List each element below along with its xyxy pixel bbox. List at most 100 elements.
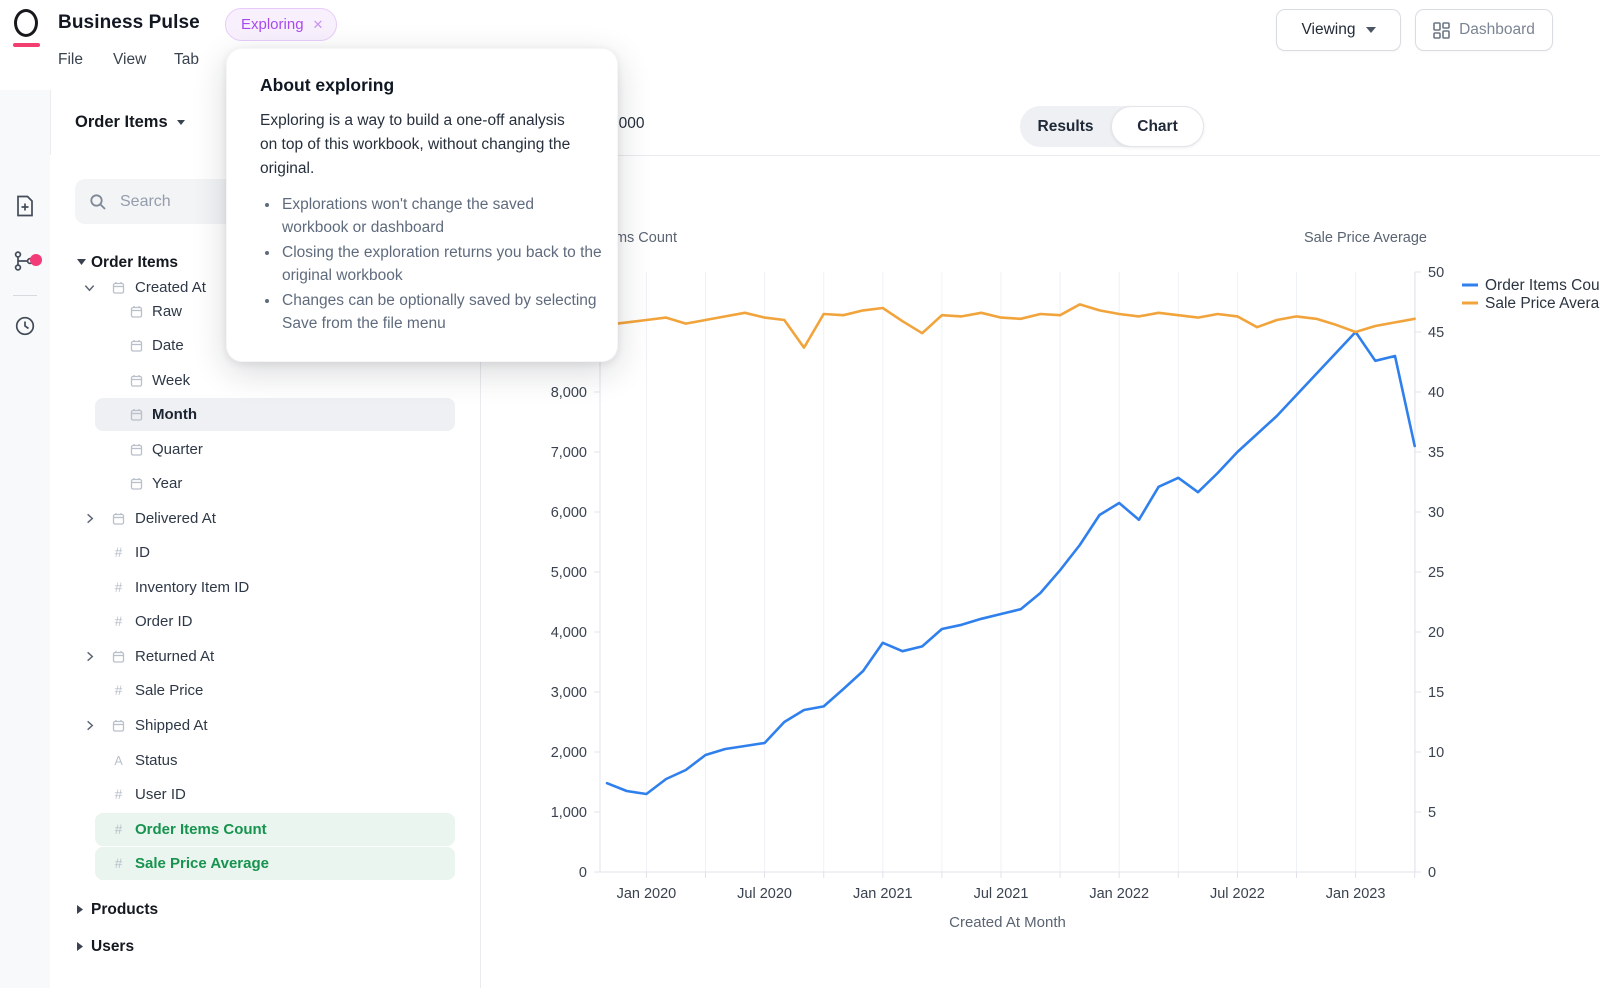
- tree-item-label: Date: [152, 337, 184, 354]
- tree-item-status[interactable]: A Status: [50, 744, 480, 777]
- calendar-icon: [129, 407, 144, 422]
- dashboard-button[interactable]: Dashboard: [1415, 9, 1553, 51]
- x-axis-title: Created At Month: [949, 914, 1066, 931]
- x-axis-tick-label: Jan 2021: [853, 886, 913, 902]
- source-selector[interactable]: Order Items: [75, 113, 185, 132]
- y-axis-left-tick-label: 4,000: [551, 625, 587, 641]
- chevron-down-icon[interactable]: [77, 259, 86, 266]
- sale-price-average-line: [605, 303, 1417, 349]
- tree-item-label: Shipped At: [135, 717, 208, 734]
- x-axis-tick-label: Jul 2021: [974, 886, 1029, 902]
- y-axis-right-tick-label: 40: [1428, 385, 1444, 401]
- menu-view[interactable]: View: [113, 51, 147, 68]
- tree-item-user-id[interactable]: # User ID: [50, 778, 480, 811]
- chevron-down-icon: [176, 120, 185, 125]
- y-axis-left-tick-label: 5,000: [551, 565, 587, 581]
- tree-item-label: Sale Price: [135, 682, 204, 699]
- tree-item-delivered-at[interactable]: Delivered At: [50, 502, 480, 535]
- popover-bullet-list: Explorations won't change the saved work…: [260, 193, 602, 335]
- chevron-right-icon[interactable]: [77, 905, 84, 914]
- tree-item-inventory-item-id[interactable]: # Inventory Item ID: [50, 571, 480, 604]
- y-axis-right-tick-label: 25: [1428, 565, 1444, 581]
- y-axis-left-tick-label: 3,000: [551, 685, 587, 701]
- tree-item-order-items[interactable]: Order Items: [50, 246, 480, 279]
- tree-item-label: Year: [152, 475, 183, 492]
- legend-label[interactable]: Order Items Count: [1485, 277, 1600, 294]
- tree-item-label: Month: [152, 406, 197, 423]
- tree-item-label: Products: [91, 900, 159, 918]
- calendar-icon: [111, 511, 126, 526]
- hash-icon: #: [114, 787, 123, 802]
- chevron-right-icon[interactable]: [77, 942, 84, 951]
- viewing-mode-label: Viewing: [1301, 21, 1356, 38]
- history-clock-icon[interactable]: [12, 313, 38, 339]
- exploring-badge-label: Exploring: [241, 16, 304, 33]
- row-highlight: [95, 847, 455, 880]
- hash-icon: #: [114, 614, 123, 629]
- tree-item-users[interactable]: Users: [50, 930, 480, 963]
- add-page-icon[interactable]: [12, 193, 38, 219]
- tree-item-quarter[interactable]: Quarter: [50, 433, 480, 466]
- notification-dot: [30, 254, 42, 266]
- chevron-down-icon[interactable]: [83, 281, 96, 294]
- tree-item-label: Order ID: [135, 613, 193, 630]
- dashboard-grid-icon: [1433, 21, 1450, 39]
- tree-item-sale-price-average[interactable]: # Sale Price Average: [50, 847, 480, 880]
- x-axis-tick-label: Jan 2020: [617, 886, 677, 902]
- menu-file[interactable]: File: [58, 51, 83, 68]
- tree-item-date[interactable]: Date: [50, 329, 480, 362]
- sigma-logo-underline: [13, 43, 40, 47]
- search-icon: [90, 193, 106, 210]
- calendar-icon: [111, 718, 126, 733]
- calendar-icon: [129, 338, 144, 353]
- x-axis-tick-label: Jul 2020: [737, 886, 792, 902]
- text-type-icon: A: [114, 753, 123, 768]
- row-limit-value: 1000: [610, 115, 645, 132]
- tree-item-products[interactable]: Products: [50, 893, 480, 926]
- chevron-right-icon[interactable]: [83, 650, 96, 663]
- tree-item-shipped-at[interactable]: Shipped At: [50, 709, 480, 742]
- tree-item-label: Week: [152, 372, 191, 389]
- chevron-right-icon[interactable]: [83, 719, 96, 732]
- dashboard-label: Dashboard: [1459, 21, 1535, 38]
- tree-item-label: Users: [91, 937, 135, 955]
- source-selector-label: Order Items: [75, 113, 168, 131]
- tree-item-sale-price[interactable]: # Sale Price: [50, 674, 480, 707]
- tree-item-month[interactable]: Month: [50, 398, 480, 431]
- y-axis-right-tick-label: 50: [1428, 265, 1444, 281]
- tree-item-label: ID: [135, 544, 150, 561]
- chevron-right-icon[interactable]: [83, 512, 96, 525]
- exploring-badge[interactable]: Exploring ✕: [225, 8, 338, 41]
- menu-tab[interactable]: Tab: [174, 51, 199, 68]
- tree-item-label: Sale Price Average: [135, 855, 269, 872]
- tree-item-year[interactable]: Year: [50, 467, 480, 500]
- tree-item-id[interactable]: # ID: [50, 536, 480, 569]
- close-exploring-icon[interactable]: ✕: [312, 17, 324, 32]
- viewing-mode-button[interactable]: Viewing: [1276, 9, 1401, 51]
- tree-item-week[interactable]: Week: [50, 364, 480, 397]
- y-axis-right-tick-label: 0: [1428, 865, 1436, 881]
- popover-bullet: Explorations won't change the saved work…: [280, 193, 602, 239]
- y-axis-left-tick-label: 7,000: [551, 445, 587, 461]
- y-axis-right-tick-label: 5: [1428, 805, 1436, 821]
- tree-item-label: Status: [135, 752, 178, 769]
- sigma-logo[interactable]: [14, 9, 38, 37]
- y-axis-right-tick-label: 35: [1428, 445, 1444, 461]
- about-exploring-popover: About exploring Exploring is a way to bu…: [226, 48, 618, 362]
- tree-item-order-id[interactable]: # Order ID: [50, 605, 480, 638]
- x-axis-tick-label: Jul 2022: [1210, 886, 1265, 902]
- tree-item-returned-at[interactable]: Returned At: [50, 640, 480, 673]
- popover-title: About exploring: [260, 75, 395, 95]
- tree-item-created-at[interactable]: Created At: [50, 271, 480, 304]
- row-highlight: [95, 813, 455, 846]
- y-axis-left-tick-label: 0: [579, 865, 587, 881]
- tab-chart[interactable]: Chart: [1111, 106, 1204, 147]
- tree-item-order-items-count[interactable]: # Order Items Count: [50, 813, 480, 846]
- y-axis-right-tick-label: 45: [1428, 325, 1444, 341]
- hash-icon: #: [114, 580, 123, 595]
- tree-item-label: Quarter: [152, 441, 203, 458]
- y-axis-right-tick-label: 20: [1428, 625, 1444, 641]
- legend-label[interactable]: Sale Price Average: [1485, 295, 1600, 312]
- tab-results[interactable]: Results: [1037, 117, 1094, 135]
- tree-item-raw[interactable]: Raw: [50, 295, 480, 328]
